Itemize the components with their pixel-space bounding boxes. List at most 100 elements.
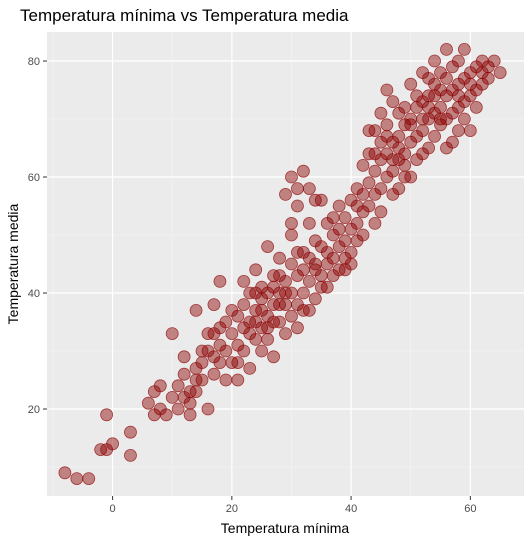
scatter-point <box>416 124 430 138</box>
scatter-point <box>261 321 275 335</box>
scatter-point <box>368 124 382 138</box>
scatter-point <box>392 129 406 143</box>
scatter-point <box>434 101 447 114</box>
scatter-point <box>243 361 257 375</box>
scatter-point <box>159 408 173 422</box>
scatter-point <box>225 303 239 317</box>
scatter-point <box>422 72 436 85</box>
scatter-point <box>171 379 185 393</box>
axis-ticks: 0 20 40 60 20 40 60 80 <box>28 56 477 515</box>
scatter-point <box>249 315 263 329</box>
scatter-point <box>434 112 447 126</box>
scatter-point <box>249 263 263 277</box>
scatter-point <box>446 60 459 74</box>
scatter-point <box>219 315 233 329</box>
x-tick-label: 20 <box>226 503 238 515</box>
scatter-point <box>219 373 233 387</box>
scatter-point <box>177 350 191 364</box>
scatter-point <box>314 280 328 294</box>
data-points <box>58 43 507 486</box>
scatter-point <box>124 425 137 439</box>
scatter-point <box>261 332 275 346</box>
scatter-point <box>58 466 72 480</box>
scatter-point <box>213 356 227 370</box>
scatter-point <box>404 170 418 184</box>
scatter-point <box>440 72 453 85</box>
scatter-point <box>106 437 119 451</box>
scatter-point <box>296 164 310 178</box>
scatter-point <box>189 373 203 387</box>
scatter-point <box>291 245 304 259</box>
scatter-point <box>261 240 275 254</box>
scatter-point <box>273 269 286 283</box>
scatter-point <box>165 327 179 341</box>
scatter-point <box>177 390 191 404</box>
scatter-point <box>237 274 251 288</box>
scatter-point <box>255 303 269 317</box>
y-tick-label: 40 <box>28 288 40 300</box>
scatter-point <box>273 298 286 312</box>
scatter-point <box>416 112 430 126</box>
scatter-point <box>374 106 388 120</box>
y-tick-label: 60 <box>28 172 40 184</box>
scatter-point <box>344 257 358 271</box>
scatter-point <box>267 350 280 364</box>
scatter-point <box>201 402 215 416</box>
x-tick-label: 0 <box>110 503 116 515</box>
scatter-point <box>207 367 221 381</box>
scatter-point <box>285 228 298 242</box>
scatter-point <box>70 472 84 486</box>
scatter-point <box>124 448 137 462</box>
scatter-point <box>440 43 453 56</box>
scatter-point <box>231 373 245 387</box>
scatter-point <box>356 228 370 242</box>
y-tick-label: 80 <box>28 56 40 68</box>
scatter-point <box>410 89 424 103</box>
scatter-point <box>302 216 316 230</box>
scatter-point <box>296 286 310 300</box>
scatter-point <box>195 356 209 370</box>
scatter-point <box>404 77 418 91</box>
scatter-point <box>314 269 328 283</box>
scatter-point <box>398 158 412 172</box>
scatter-point <box>362 199 376 213</box>
scatter-point <box>475 66 489 79</box>
scatter-point <box>237 298 251 312</box>
x-tick-label: 60 <box>464 503 476 515</box>
scatter-point <box>279 286 292 300</box>
scatter-point <box>285 257 298 271</box>
scatter-point <box>308 292 322 306</box>
scatter-point <box>398 101 412 114</box>
scatter-point <box>386 153 400 167</box>
scatter-point <box>380 83 394 97</box>
scatter-point <box>279 187 292 201</box>
scatter-point <box>386 164 400 178</box>
scatter-point <box>350 216 364 230</box>
scatter-point <box>237 344 251 358</box>
scatter-point <box>356 158 370 172</box>
scatter-point <box>308 193 322 207</box>
scatter-point <box>374 205 388 219</box>
scatter-point <box>273 251 286 265</box>
scatter-point <box>428 129 441 143</box>
scatter-point <box>291 182 304 196</box>
scatter-point <box>189 303 203 317</box>
scatter-point <box>374 182 388 196</box>
scatter-point <box>338 234 352 248</box>
scatter-point <box>279 327 292 341</box>
scatter-point <box>320 245 334 259</box>
scatter-point <box>332 222 346 236</box>
scatter-point <box>308 257 322 271</box>
scatter-point <box>487 54 501 68</box>
scatter-point <box>165 390 179 404</box>
scatter-point <box>457 112 471 126</box>
scatter-point <box>493 66 507 79</box>
scatter-point <box>392 182 406 196</box>
scatter-point <box>183 408 197 422</box>
scatter-point <box>285 170 298 184</box>
scatter-point <box>422 101 436 114</box>
scatter-point <box>213 274 227 288</box>
scatter-point <box>267 280 280 294</box>
scatter-point <box>380 118 394 132</box>
scatter-point <box>386 95 400 108</box>
